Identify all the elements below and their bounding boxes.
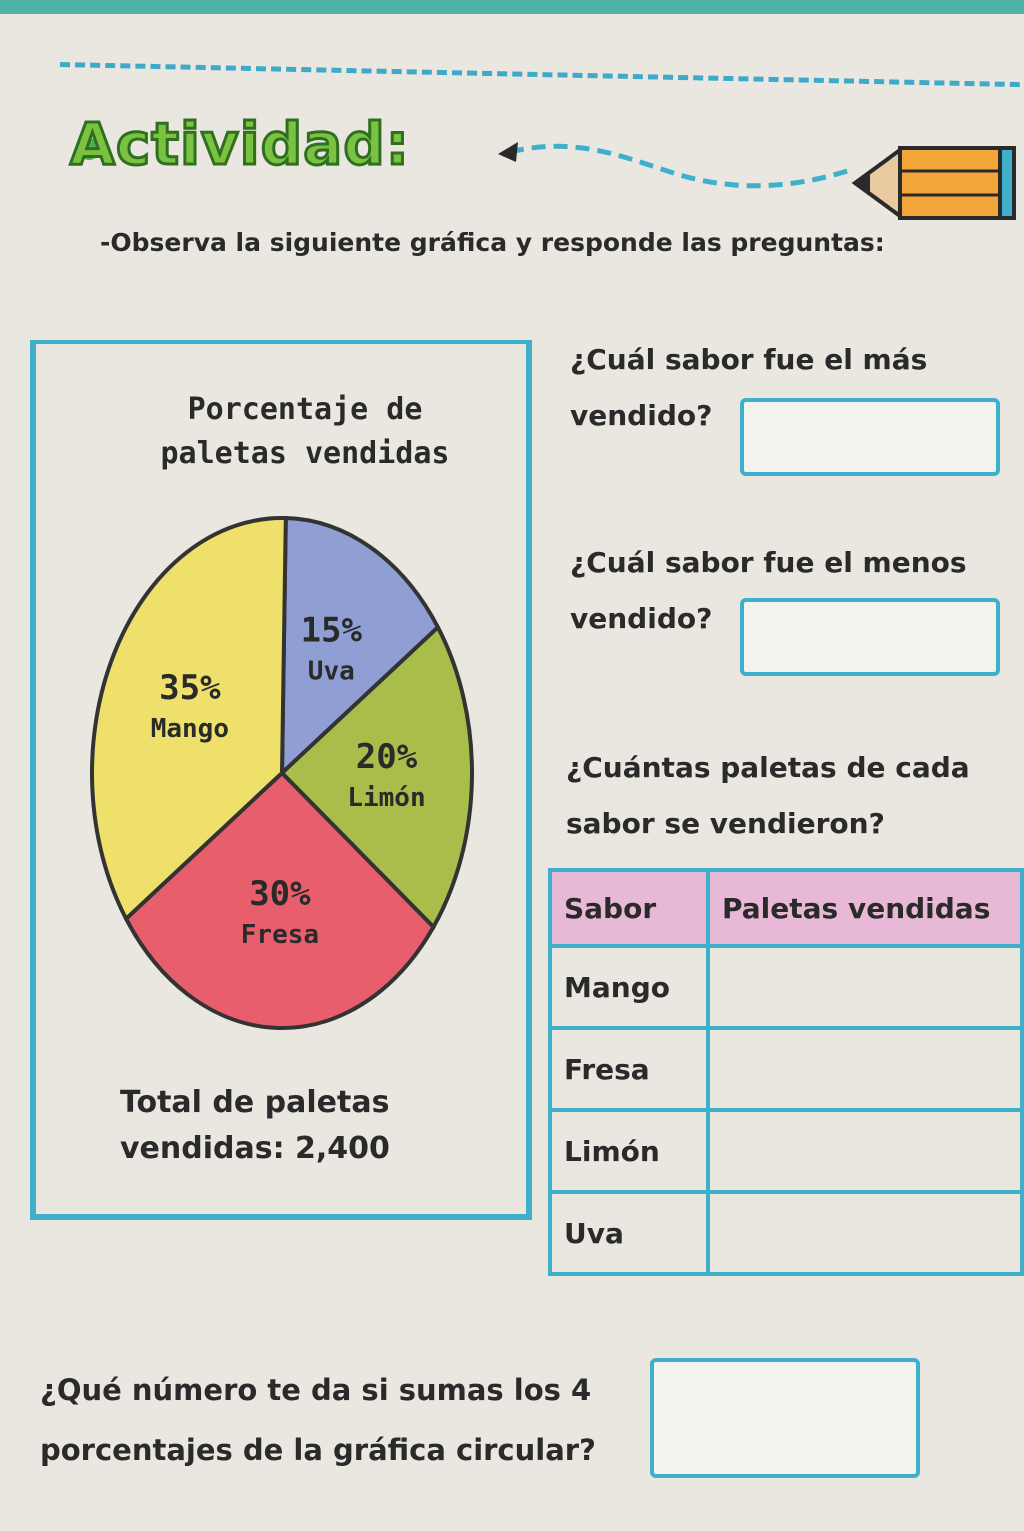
pencil-icon xyxy=(851,146,1016,220)
activity-title: Actividad: xyxy=(69,109,411,180)
pie-slice-uva xyxy=(279,515,441,778)
cell-paletas-input[interactable] xyxy=(706,944,1024,1030)
pie-slice-mango xyxy=(90,516,288,922)
question-4-line-1: ¿Qué número te da si sumas los 4 xyxy=(40,1373,592,1407)
pie-name-label: Limón xyxy=(347,783,425,813)
pie-percent-label: 15% xyxy=(301,610,363,650)
answer-box-sum[interactable] xyxy=(650,1358,920,1478)
top-border xyxy=(0,0,1024,14)
question-2-line-2: vendido? xyxy=(570,602,713,635)
pie-percent-label: 35% xyxy=(159,668,221,708)
dashed-arrow-icon xyxy=(498,142,851,189)
question-2: ¿Cuál sabor fue el menos vendido? xyxy=(570,535,967,647)
total-text: Total de paletas vendidas: 2,400 xyxy=(120,1080,440,1172)
question-3: ¿Cuántas paletas de cada sabor se vendie… xyxy=(566,740,970,852)
pie-slice-fresa xyxy=(123,770,436,1030)
pie-name-label: Fresa xyxy=(241,920,319,950)
cell-sabor: Limón xyxy=(548,1108,710,1194)
chart-title: Porcentaje de paletas vendidas xyxy=(150,388,460,476)
bullet-icon xyxy=(78,138,100,160)
chart-panel xyxy=(30,340,532,1220)
chart-title-line-2: paletas vendidas xyxy=(160,436,450,471)
total-line-2: vendidas: 2,400 xyxy=(120,1131,390,1166)
cell-sabor: Mango xyxy=(548,944,710,1030)
question-1-line-2: vendido? xyxy=(570,399,713,432)
pie-percent-label: 20% xyxy=(356,737,418,777)
total-line-1: Total de paletas xyxy=(120,1085,390,1120)
question-4: ¿Qué número te da si sumas los 4 porcent… xyxy=(40,1360,596,1480)
table-header-row: Sabor Paletas vendidas xyxy=(548,868,1024,948)
table-row: Limón xyxy=(548,1108,1024,1194)
question-1-line-1: ¿Cuál sabor fue el más xyxy=(570,343,928,376)
cell-paletas-input[interactable] xyxy=(706,1108,1024,1194)
table-row: Mango xyxy=(548,944,1024,1030)
cell-paletas-input[interactable] xyxy=(706,1190,1024,1276)
header-paletas: Paletas vendidas xyxy=(706,868,1024,948)
sales-table: Sabor Paletas vendidas Mango Fresa Limón… xyxy=(548,868,1024,1276)
pie-percent-label: 30% xyxy=(249,874,311,914)
chart-title-line-1: Porcentaje de xyxy=(187,392,423,427)
dashed-divider xyxy=(59,62,1020,88)
answer-box-least-sold[interactable] xyxy=(740,598,1000,676)
cell-sabor: Fresa xyxy=(548,1026,710,1112)
table-row: Fresa xyxy=(548,1026,1024,1112)
pie-name-label: Uva xyxy=(308,656,355,686)
table-row: Uva xyxy=(548,1190,1024,1276)
question-2-line-1: ¿Cuál sabor fue el menos xyxy=(570,546,967,579)
cell-sabor: Uva xyxy=(548,1190,710,1276)
instruction-text: -Observa la siguiente gráfica y responde… xyxy=(100,228,885,257)
cell-paletas-input[interactable] xyxy=(706,1026,1024,1112)
question-1: ¿Cuál sabor fue el más vendido? xyxy=(570,332,927,444)
question-4-line-2: porcentajes de la gráfica circular? xyxy=(40,1433,596,1467)
pie-chart: 15% Uva 20% Limón 30% Fresa 35% Mango xyxy=(90,515,474,1030)
header-sabor: Sabor xyxy=(548,868,710,948)
pie-name-label: Mango xyxy=(151,714,229,744)
pie-slice-limn xyxy=(279,624,474,931)
question-3-line-2: sabor se vendieron? xyxy=(566,807,885,840)
answer-box-most-sold[interactable] xyxy=(740,398,1000,476)
question-3-line-1: ¿Cuántas paletas de cada xyxy=(566,751,970,784)
